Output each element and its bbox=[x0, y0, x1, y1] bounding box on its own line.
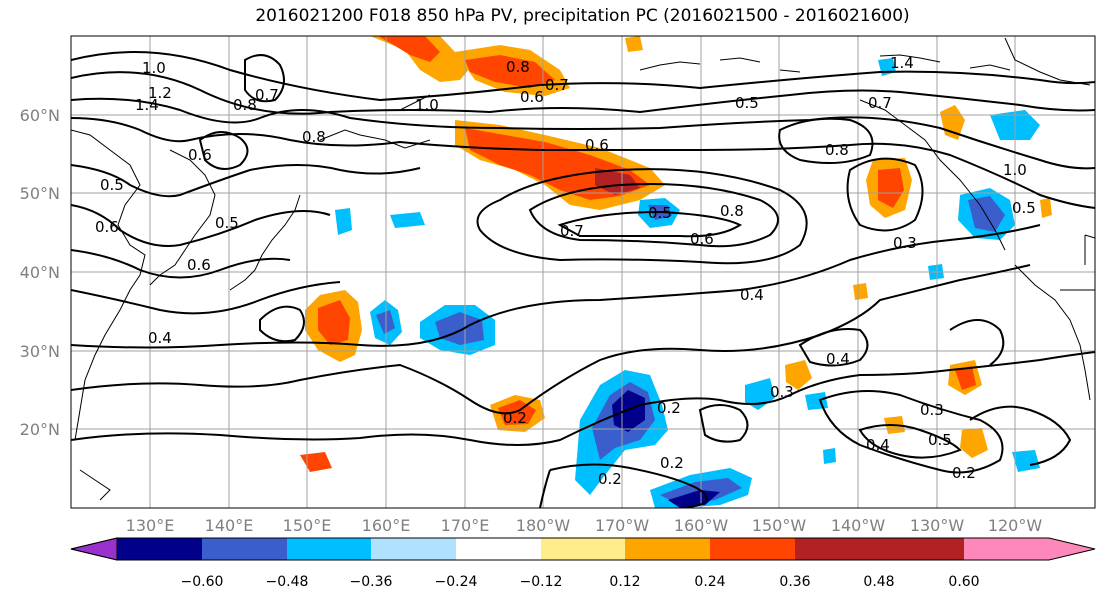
map-title: 2016021200 F018 850 hPa PV, precipitatio… bbox=[255, 6, 910, 26]
colorbar-segment bbox=[879, 538, 964, 560]
contour-label: 0.4 bbox=[866, 436, 890, 454]
colorbar-segment bbox=[371, 538, 456, 560]
colorbar-tick-label: −0.24 bbox=[435, 574, 478, 590]
colorbar-tick-label: 0.12 bbox=[609, 574, 640, 590]
contour-label: 0.4 bbox=[740, 286, 764, 304]
colorbar-segment bbox=[202, 538, 287, 560]
contour-label: 0.5 bbox=[215, 214, 239, 232]
contour-label: 0.7 bbox=[560, 222, 584, 240]
contour-label: 0.6 bbox=[585, 136, 609, 154]
colorbar-tick-label: 0.60 bbox=[948, 574, 979, 590]
contour-label: 0.2 bbox=[503, 409, 527, 427]
colorbar-segment bbox=[625, 538, 710, 560]
lat-label: 40°N bbox=[20, 263, 60, 282]
contour-label: 0.3 bbox=[893, 234, 917, 252]
contour-label: 0.5 bbox=[1012, 199, 1036, 217]
contour-label: 0.5 bbox=[100, 176, 124, 194]
colorbar-segment bbox=[541, 538, 625, 560]
colorbar-tick-labels: −0.60 −0.48 −0.36 −0.24 −0.12 0.12 0.24 … bbox=[181, 574, 980, 590]
contour-label: 0.2 bbox=[598, 470, 622, 488]
contour-label: 0.2 bbox=[952, 464, 976, 482]
contour-label: 0.3 bbox=[920, 401, 944, 419]
colorbar-tick-label: 0.36 bbox=[779, 574, 810, 590]
contour-label: 0.2 bbox=[660, 454, 684, 472]
contour-label: 0.7 bbox=[868, 94, 892, 112]
lon-label: 130°W bbox=[910, 516, 965, 535]
contour-label: 0.7 bbox=[545, 76, 569, 94]
colorbar-segment bbox=[456, 538, 541, 560]
lat-label: 50°N bbox=[20, 184, 60, 203]
contour-label: 0.6 bbox=[520, 88, 544, 106]
contour-label: 0.8 bbox=[302, 128, 326, 146]
colorbar-segment bbox=[117, 538, 202, 560]
colorbar-segment bbox=[710, 538, 795, 560]
colorbar-tick-label: −0.48 bbox=[266, 574, 309, 590]
colorbar-tick-label: −0.36 bbox=[350, 574, 393, 590]
contour-label: 0.5 bbox=[928, 431, 952, 449]
contour-label: 0.6 bbox=[187, 256, 211, 274]
lat-label: 20°N bbox=[20, 420, 60, 439]
contour-labels: 1.0 1.2 1.4 0.8 0.7 1.0 0.8 0.6 0.5 0.7 … bbox=[95, 54, 1036, 488]
colorbar-outline bbox=[70, 537, 1096, 561]
contour-label: 0.6 bbox=[188, 146, 212, 164]
contour-label: 1.0 bbox=[415, 96, 439, 114]
map-frame bbox=[70, 35, 1096, 509]
colorbar-tick-label: 0.48 bbox=[863, 574, 894, 590]
contour-label: 0.4 bbox=[826, 350, 850, 368]
contour-label: 1.2 bbox=[148, 84, 172, 102]
lon-label: 180°W bbox=[516, 516, 571, 535]
contour-label: 1.0 bbox=[142, 59, 166, 77]
contour-label: 0.8 bbox=[825, 141, 849, 159]
contour-label: 0.4 bbox=[148, 329, 172, 347]
contour-label: 1.4 bbox=[135, 96, 159, 114]
contour-label: 1.0 bbox=[1003, 161, 1027, 179]
pv-contours bbox=[71, 51, 1095, 508]
contour-label: 0.2 bbox=[657, 399, 681, 417]
contour-label: 0.8 bbox=[233, 96, 257, 114]
colorbar: −0.60 −0.48 −0.36 −0.24 −0.12 0.12 0.24 … bbox=[70, 537, 1096, 590]
lon-label: 120°W bbox=[988, 516, 1043, 535]
graticule bbox=[71, 36, 1095, 508]
lon-label: 140°W bbox=[831, 516, 886, 535]
lon-label: 170°W bbox=[595, 516, 650, 535]
lat-label: 30°N bbox=[20, 342, 60, 361]
longitude-labels: 130°E 140°E 150°E 160°E 170°E 180°W 170°… bbox=[126, 516, 1043, 535]
contour-label: 0.6 bbox=[690, 230, 714, 248]
lon-label: 170°E bbox=[441, 516, 490, 535]
colorbar-segment bbox=[795, 538, 879, 560]
colorbar-tick-label: 0.24 bbox=[694, 574, 725, 590]
lon-label: 160°W bbox=[674, 516, 729, 535]
lon-label: 150°W bbox=[752, 516, 807, 535]
lat-label: 60°N bbox=[20, 106, 60, 125]
contour-label: 0.7 bbox=[255, 86, 279, 104]
colorbar-min-extension bbox=[70, 537, 118, 561]
colorbar-segment bbox=[287, 538, 371, 560]
lon-label: 160°E bbox=[362, 516, 411, 535]
colorbar-tick-label: −0.12 bbox=[520, 574, 563, 590]
latitude-labels: 60°N 50°N 40°N 30°N 20°N bbox=[20, 106, 60, 439]
contour-label: 0.5 bbox=[648, 204, 672, 222]
lon-label: 130°E bbox=[126, 516, 175, 535]
contour-label: 1.4 bbox=[890, 54, 914, 72]
contour-label: 0.6 bbox=[95, 218, 119, 236]
coastlines bbox=[71, 37, 1095, 501]
contour-label: 0.8 bbox=[720, 202, 744, 220]
lon-label: 150°E bbox=[283, 516, 332, 535]
contour-label: 0.5 bbox=[735, 94, 759, 112]
contour-label: 0.3 bbox=[770, 383, 794, 401]
colorbar-tick-label: −0.60 bbox=[181, 574, 224, 590]
contour-label: 0.8 bbox=[506, 58, 530, 76]
lon-label: 140°E bbox=[205, 516, 254, 535]
